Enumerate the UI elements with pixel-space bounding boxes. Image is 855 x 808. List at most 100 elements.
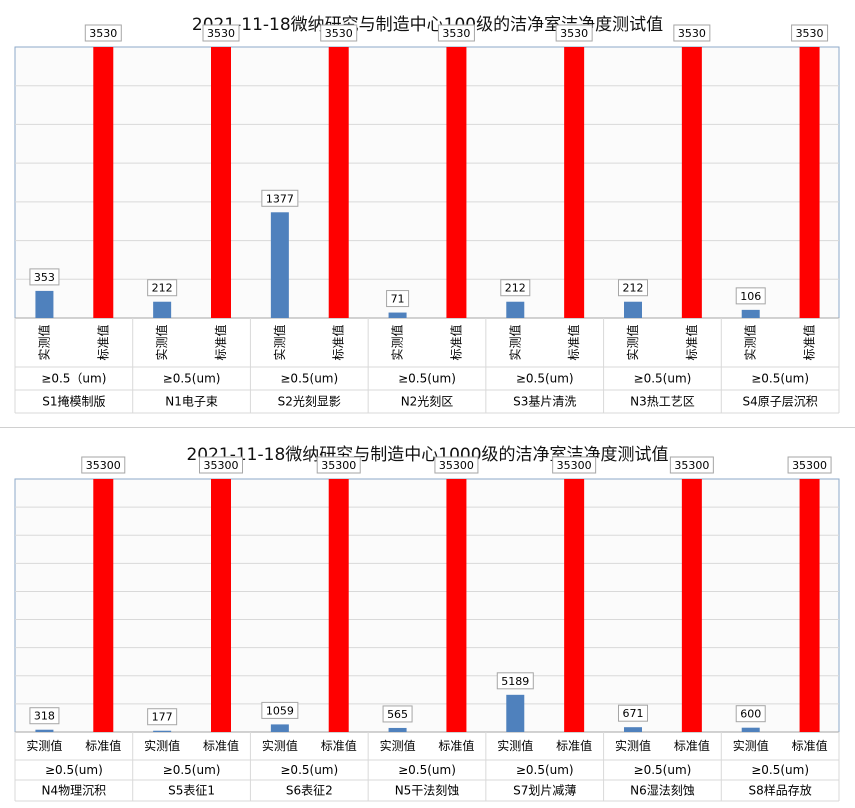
- series-label-measured: 实测值: [390, 324, 405, 360]
- data-label-measured: 71: [391, 293, 405, 306]
- series-label-standard: 标准值: [674, 738, 710, 753]
- data-label-standard-box: [434, 456, 479, 474]
- data-label-measured: 106: [740, 290, 761, 303]
- panel-divider: [0, 427, 855, 428]
- condition-label: ≥0.5(um): [163, 372, 221, 386]
- series-label-measured: 实测值: [615, 738, 651, 753]
- series-label-measured: 实测值: [625, 324, 640, 360]
- area-label: S3基片清洗: [513, 395, 576, 409]
- data-label-standard-box: [552, 456, 597, 474]
- data-label-measured-box: [29, 268, 60, 286]
- bar-measured: [35, 729, 54, 732]
- data-label-standard: 3530: [207, 27, 235, 40]
- series-label-standard: 标准值: [556, 738, 592, 753]
- series-label-standard: 标准值: [566, 324, 581, 360]
- data-label-measured: 318: [34, 710, 55, 723]
- data-label-standard: 3530: [442, 27, 470, 40]
- series-label-measured: 实测值: [144, 738, 180, 753]
- series-label-measured: 实测值: [743, 324, 758, 360]
- data-label-standard-box: [320, 24, 358, 42]
- series-label-standard: 标准值: [448, 324, 463, 360]
- series-label-standard: 标准值: [438, 738, 474, 753]
- bar-measured: [741, 309, 760, 318]
- data-label-measured: 671: [623, 707, 644, 720]
- data-label-measured-box: [382, 705, 413, 723]
- bar-measured: [270, 212, 289, 318]
- data-label-measured-box: [147, 279, 178, 297]
- data-label-standard-box: [81, 456, 126, 474]
- condition-label: ≥0.5(um): [280, 372, 338, 386]
- data-label-standard: 3530: [89, 27, 117, 40]
- condition-label: ≥0.5(um): [634, 763, 692, 777]
- area-label: N1电子束: [165, 395, 218, 409]
- series-label-standard: 标准值: [203, 738, 239, 753]
- series-label-standard: 标准值: [85, 738, 121, 753]
- series-label-standard: 标准值: [792, 738, 828, 753]
- bar-standard: [446, 47, 467, 318]
- series-label-measured: 实测值: [262, 738, 298, 753]
- area-label: N3热工艺区: [630, 395, 695, 409]
- bar-measured: [506, 694, 525, 732]
- series-label-measured: 实测值: [26, 738, 62, 753]
- bar-chart-class-1000: 318 35300 实测值 标准值 ≥0.5(um) N4物理沉积 177 35300 实测值 标…: [14, 456, 840, 802]
- condition-label: ≥0.5(um): [751, 372, 809, 386]
- data-label-measured: 353: [34, 271, 55, 284]
- data-label-measured: 5189: [501, 675, 529, 688]
- data-label-measured-box: [147, 708, 178, 726]
- data-label-standard: 3530: [325, 27, 353, 40]
- series-label-measured: 实测值: [507, 324, 522, 360]
- area-label: N5干法刻蚀: [395, 784, 460, 798]
- plot-area: [14, 46, 840, 319]
- series-label-measured: 实测值: [497, 738, 533, 753]
- series-label-measured: 实测值: [380, 738, 416, 753]
- series-label-standard: 标准值: [684, 324, 699, 360]
- area-label: S5表征1: [168, 784, 215, 798]
- bar-standard: [564, 479, 585, 732]
- data-label-measured: 177: [152, 711, 173, 724]
- data-label-standard-box: [787, 456, 832, 474]
- data-label-standard-box: [84, 24, 122, 42]
- bar-chart-class-100: 353 3530 实测值 标准值 ≥0.5（um) S1掩模制版 212 3530 实测值 标准值…: [14, 24, 840, 414]
- bar-measured: [153, 730, 172, 732]
- area-label: N2光刻区: [401, 395, 454, 409]
- bar-standard: [328, 479, 349, 732]
- condition-label: ≥0.5(um): [163, 763, 221, 777]
- area-label: S7划片减薄: [513, 783, 576, 798]
- data-label-standard: 35300: [204, 459, 239, 472]
- bar-measured: [35, 290, 54, 318]
- data-label-standard-box: [669, 456, 714, 474]
- data-label-measured-box: [261, 701, 299, 719]
- area-label: S1掩模制版: [42, 395, 105, 409]
- data-label-standard: 3530: [560, 27, 588, 40]
- data-label-standard-box: [791, 24, 829, 42]
- plot-area: [14, 478, 840, 733]
- area-label: S4原子层沉积: [743, 395, 818, 409]
- data-label-measured: 600: [740, 708, 761, 721]
- data-label-measured-box: [735, 287, 766, 305]
- area-label: N4物理沉积: [42, 784, 107, 798]
- series-label-measured: 实测值: [154, 324, 169, 360]
- series-label-standard: 标准值: [331, 324, 346, 360]
- bar-standard: [211, 47, 231, 318]
- data-label-measured-box: [735, 705, 766, 723]
- data-label-measured: 212: [623, 282, 644, 295]
- data-label-measured: 212: [505, 282, 526, 295]
- bar-measured: [624, 727, 642, 732]
- bar-standard: [681, 479, 702, 732]
- bar-standard: [328, 47, 349, 318]
- data-label-measured: 1059: [266, 704, 294, 717]
- condition-label: ≥0.5(um): [45, 763, 103, 777]
- data-label-measured-box: [261, 189, 299, 207]
- bar-measured: [741, 727, 760, 732]
- data-label-measured-box: [618, 704, 648, 722]
- bar-standard: [799, 47, 820, 318]
- area-label: S6表征2: [286, 784, 333, 798]
- data-label-measured-box: [500, 279, 531, 297]
- data-label-measured-box: [29, 707, 60, 725]
- bar-standard: [799, 479, 820, 732]
- data-label-measured: 212: [152, 282, 173, 295]
- chart-title-class-1000: 2021-11-18微纳研究与制造中心1000级的洁净室洁净度测试值: [186, 445, 669, 465]
- data-label-measured-box: [386, 290, 410, 308]
- data-label-standard-box: [316, 456, 361, 474]
- data-label-standard: 3530: [796, 27, 824, 40]
